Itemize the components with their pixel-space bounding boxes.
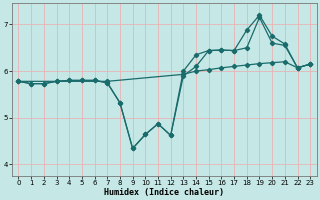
- X-axis label: Humidex (Indice chaleur): Humidex (Indice chaleur): [104, 188, 224, 197]
